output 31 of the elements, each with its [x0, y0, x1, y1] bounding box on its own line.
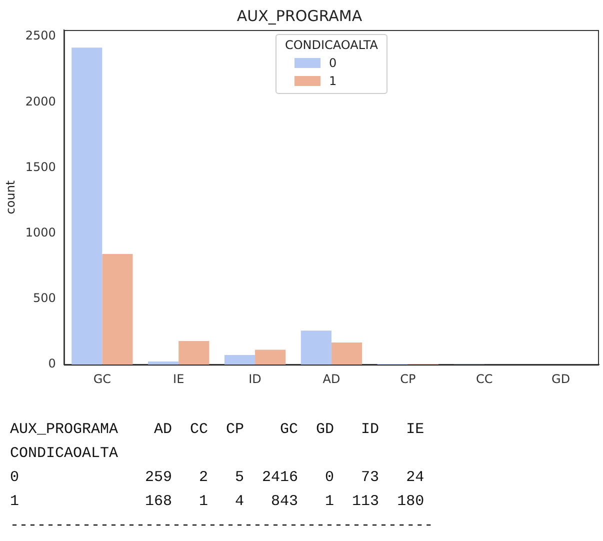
bar	[224, 355, 256, 365]
y-tick-label: 500	[33, 291, 56, 306]
text: 1 168 1 4 843 1 113 180	[10, 492, 426, 512]
y-axis-title: count	[3, 180, 18, 214]
x-tick-label: GC	[93, 372, 111, 386]
bar	[72, 48, 102, 365]
bar	[331, 342, 362, 365]
legend-title: CONDICAOALTA	[284, 38, 378, 52]
text: -----------------------------------------------	[10, 516, 434, 536]
x-tick-label: CP	[400, 372, 416, 386]
chart-title: AUX_PROGRAMA	[236, 6, 363, 25]
y-tick-label: 1000	[25, 226, 56, 240]
y-tick-label: 0	[48, 356, 56, 371]
text: 0 259 2 5 2416 0 73 24	[10, 468, 426, 488]
x-tick-label: ID	[248, 372, 262, 386]
y-tick-label: 2500	[25, 28, 56, 43]
bar	[148, 361, 179, 365]
text: AUX_PROGRAMA AD CC CP GC GD ID IE	[10, 420, 426, 440]
x-tick-label: CC	[476, 372, 493, 386]
bar	[178, 340, 210, 365]
x-tick-label: AD	[322, 372, 340, 386]
y-tick-label: 1500	[25, 160, 56, 174]
legend-label: 0	[328, 55, 337, 72]
bar	[102, 254, 133, 365]
x-tick-label: GD	[552, 372, 570, 386]
bar	[255, 350, 286, 365]
text: CONDICAOALTA	[10, 444, 120, 464]
y-tick-label: 2000	[25, 94, 56, 108]
legend-label: 1	[328, 73, 337, 90]
x-tick-label: IE	[173, 372, 184, 386]
bar	[300, 330, 332, 365]
